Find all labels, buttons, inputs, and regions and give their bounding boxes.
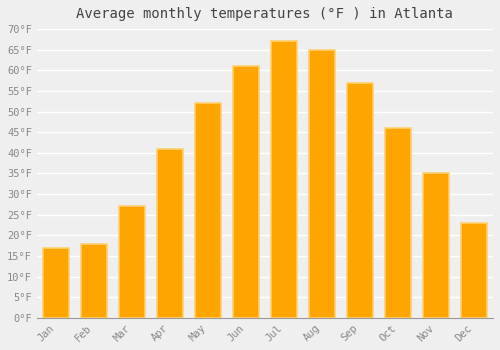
Bar bbox=[156, 149, 183, 318]
Bar bbox=[194, 103, 221, 318]
Bar bbox=[384, 128, 411, 318]
Title: Average monthly temperatures (°F ) in Atlanta: Average monthly temperatures (°F ) in At… bbox=[76, 7, 454, 21]
Bar bbox=[270, 41, 297, 318]
Bar bbox=[308, 50, 336, 318]
Bar bbox=[232, 66, 259, 318]
Bar bbox=[460, 223, 487, 318]
Bar bbox=[42, 248, 69, 318]
Bar bbox=[80, 244, 107, 318]
Bar bbox=[422, 174, 450, 318]
Bar bbox=[118, 206, 145, 318]
Bar bbox=[346, 83, 374, 318]
